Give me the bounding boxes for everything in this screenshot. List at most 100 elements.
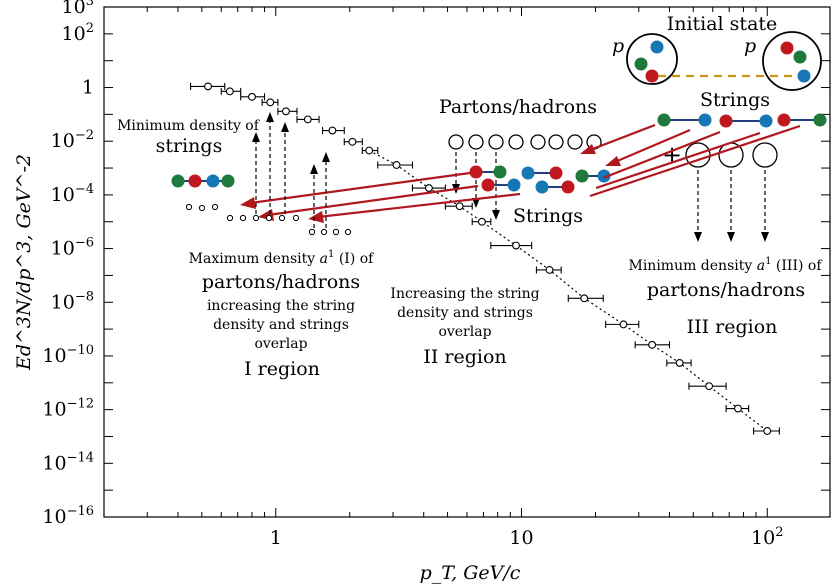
data-point bbox=[705, 382, 714, 391]
quark-red-icon bbox=[645, 69, 659, 83]
hadron-icon bbox=[752, 142, 778, 168]
proton-left-icon bbox=[626, 33, 678, 85]
y-tick-label: 10−12 bbox=[42, 397, 94, 421]
quark-red-icon bbox=[719, 114, 733, 128]
max-density-line3: increasing the string bbox=[207, 298, 355, 314]
data-point bbox=[281, 107, 290, 116]
y-tick-label: 1 bbox=[82, 77, 94, 99]
data-point bbox=[392, 161, 401, 169]
quark-green-icon bbox=[793, 50, 807, 64]
red-arrow bbox=[317, 192, 521, 219]
x-tick-label: 102 bbox=[751, 525, 783, 549]
y-tick-label: 102 bbox=[62, 21, 94, 45]
initial-state-label: Initial state bbox=[667, 13, 778, 35]
increasing-line3: overlap bbox=[438, 324, 491, 340]
max-density-line2: partons/hadrons bbox=[202, 271, 360, 293]
arrowhead-icon bbox=[727, 232, 735, 242]
left-strings-icon bbox=[171, 174, 235, 188]
data-point bbox=[512, 241, 520, 250]
y-tick-label: 10−4 bbox=[51, 182, 94, 206]
partons-hadrons-label: Partons/hadrons bbox=[439, 96, 597, 118]
proton-label-right: p bbox=[744, 35, 756, 57]
quark-red-icon bbox=[481, 178, 495, 192]
quark-green-icon bbox=[575, 169, 589, 183]
quark-blue-icon bbox=[507, 178, 521, 192]
quark-blue-icon bbox=[521, 166, 535, 180]
increasing-line2: density and strings bbox=[397, 305, 533, 321]
data-point bbox=[204, 82, 212, 91]
region-ii-label: II region bbox=[423, 346, 506, 368]
quark-blue-icon bbox=[759, 114, 773, 128]
arrowhead-icon bbox=[322, 152, 330, 162]
increasing-line1: Increasing the string bbox=[390, 286, 539, 302]
red-arrow bbox=[267, 184, 479, 217]
quark-green-icon bbox=[171, 174, 185, 188]
x-axis-label: p_T, GeV/c bbox=[420, 562, 521, 584]
data-point bbox=[303, 115, 312, 124]
small-parton-dots bbox=[185, 203, 352, 236]
quark-red-icon bbox=[561, 180, 575, 194]
data-point bbox=[619, 320, 628, 329]
data-point bbox=[424, 184, 433, 192]
min-density-strings-line1: Minimum density of bbox=[117, 118, 261, 134]
x-tick-label: 1 bbox=[270, 527, 282, 549]
quark-green-icon bbox=[634, 57, 648, 71]
data-point bbox=[365, 146, 374, 155]
min-density-strings-line2: strings bbox=[156, 135, 223, 157]
quark-blue-icon bbox=[698, 113, 712, 127]
data-point bbox=[545, 265, 554, 274]
arrowhead-icon bbox=[281, 122, 289, 132]
data-point bbox=[248, 92, 256, 101]
arrowhead-icon bbox=[472, 198, 480, 208]
proton-right-icon bbox=[762, 31, 822, 91]
parton-icon bbox=[548, 134, 564, 150]
data-series bbox=[189, 82, 780, 435]
max-density-line1: Maximum density a1 (I) of bbox=[189, 249, 376, 267]
quark-blue-icon bbox=[650, 40, 664, 54]
arrowhead-icon bbox=[761, 232, 769, 242]
strings-label-middle: Strings bbox=[513, 205, 583, 227]
quark-green-icon bbox=[221, 174, 235, 188]
data-point bbox=[348, 137, 357, 146]
min-density3-line1: Minimum density a1 (III) of bbox=[628, 256, 823, 274]
data-point bbox=[763, 427, 772, 435]
y-tick-label: 10−14 bbox=[42, 450, 94, 474]
strings-cluster bbox=[469, 165, 611, 194]
red-arrow bbox=[614, 128, 691, 164]
quark-blue-icon bbox=[535, 180, 549, 194]
y-tick-label: 10−6 bbox=[51, 236, 94, 260]
arrowhead-icon bbox=[694, 232, 702, 242]
red-arrow bbox=[589, 124, 801, 198]
data-point bbox=[455, 202, 464, 211]
quark-blue-icon bbox=[797, 69, 811, 83]
red-arrow bbox=[595, 131, 761, 190]
y-tick-label: 103 bbox=[62, 0, 94, 18]
quark-red-icon bbox=[780, 41, 794, 55]
x-axis: 1 10 102 bbox=[103, 7, 784, 549]
y-axis-label: Ed^3N/dp^3, GeV^-2 bbox=[13, 154, 35, 371]
max-density-line4: density and strings bbox=[213, 317, 349, 333]
arrowhead-icon bbox=[252, 132, 260, 142]
parton-icon bbox=[567, 134, 583, 150]
y-tick-label: 10−8 bbox=[51, 289, 94, 313]
parton-icon bbox=[488, 134, 504, 150]
data-point bbox=[648, 340, 657, 349]
max-density-line5: overlap bbox=[254, 336, 307, 352]
red-arrow bbox=[602, 130, 721, 180]
red-arrows bbox=[240, 123, 801, 223]
data-point bbox=[734, 404, 742, 413]
red-arrow bbox=[589, 123, 656, 152]
quark-red-icon bbox=[549, 166, 563, 180]
quark-red-icon bbox=[188, 174, 202, 188]
quark-green-icon bbox=[657, 113, 671, 127]
data-point bbox=[328, 126, 337, 135]
quark-red-icon bbox=[469, 165, 483, 179]
y-axis: 103 102 1 10−2 10−4 10−6 10−8 10−10 10−12 10−14 10… bbox=[42, 0, 830, 528]
min-density3-line2: partons/hadrons bbox=[647, 279, 805, 301]
data-point bbox=[477, 217, 486, 226]
data-point bbox=[580, 294, 589, 303]
y-tick-label: 10−10 bbox=[42, 343, 94, 367]
arrowhead-icon bbox=[605, 156, 621, 166]
